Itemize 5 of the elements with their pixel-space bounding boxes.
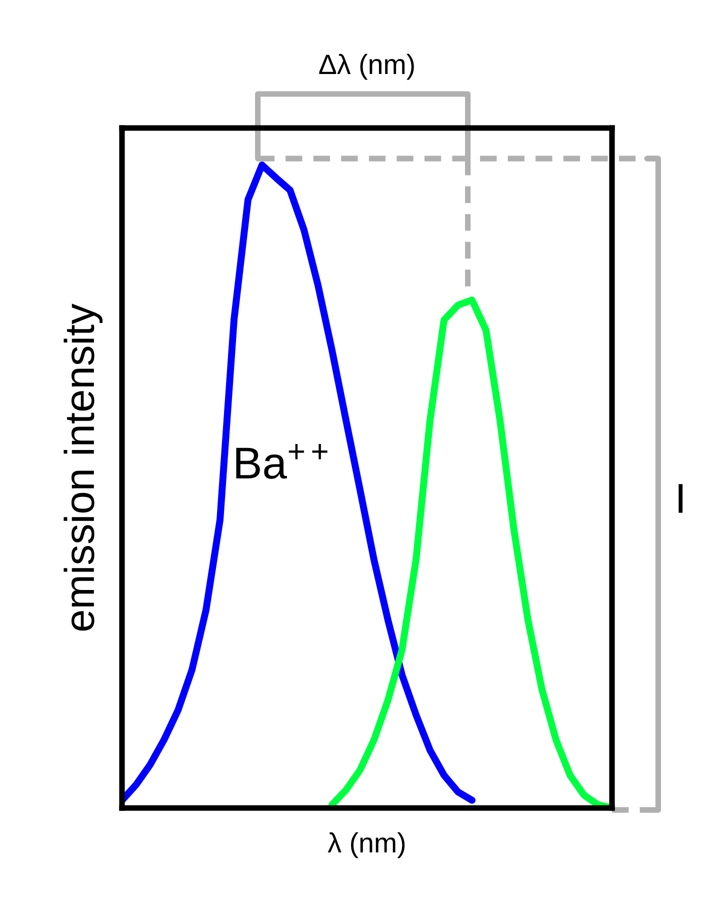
text: Δλ (nm)	[319, 54, 414, 80]
series-label: Ba$^{++}$	[236, 444, 328, 479]
text: I	[678, 484, 683, 513]
y-axis-title: emission intensity	[64, 304, 103, 631]
x-axis-title: λ (nm)	[328, 832, 405, 858]
